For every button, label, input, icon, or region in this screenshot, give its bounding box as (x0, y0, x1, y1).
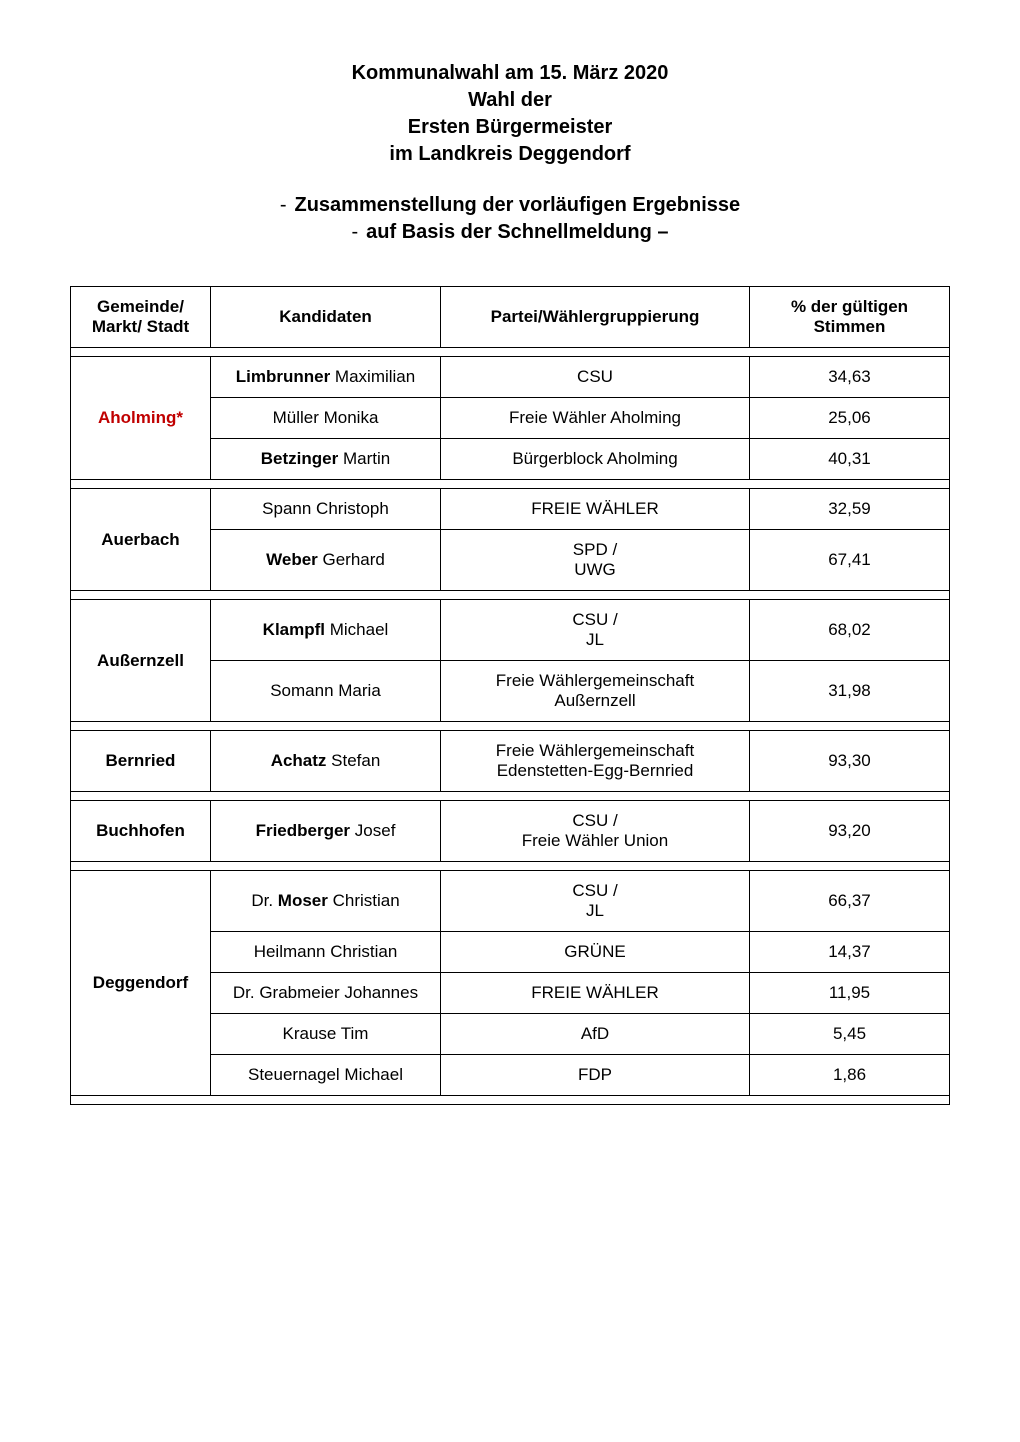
table-row: BernriedAchatz StefanFreie Wählergemeins… (71, 731, 950, 792)
kandidat-cell: Achatz Stefan (211, 731, 441, 792)
partei-cell: FREIE WÄHLER (441, 973, 750, 1014)
stimmen-cell: 11,95 (750, 973, 950, 1014)
partei-cell: Freie WählergemeinschaftEdenstetten-Egg-… (441, 731, 750, 792)
page-title: Kommunalwahl am 15. März 2020 Wahl der E… (70, 60, 950, 168)
separator-row (71, 792, 950, 801)
gemeinde-cell: Aholming* (71, 357, 211, 480)
subtitle-line-2: auf Basis der Schnellmeldung – (366, 221, 668, 243)
separator-row (71, 591, 950, 600)
kandidat-cell: Betzinger Martin (211, 439, 441, 480)
kandidat-cell: Müller Monika (211, 398, 441, 439)
table-header-row: Gemeinde/Markt/ Stadt Kandidaten Partei/… (71, 287, 950, 348)
title-line-2: Wahl der (70, 87, 950, 114)
stimmen-cell: 93,30 (750, 731, 950, 792)
partei-cell: SPD /UWG (441, 530, 750, 591)
stimmen-cell: 14,37 (750, 932, 950, 973)
separator-row (71, 480, 950, 489)
kandidat-cell: Limbrunner Maximilian (211, 357, 441, 398)
header-partei: Partei/Wählergruppierung (441, 287, 750, 348)
partei-cell: CSU (441, 357, 750, 398)
separator-row (71, 348, 950, 357)
stimmen-cell: 66,37 (750, 871, 950, 932)
kandidat-cell: Heilmann Christian (211, 932, 441, 973)
gemeinde-cell: Deggendorf (71, 871, 211, 1096)
stimmen-cell: 1,86 (750, 1055, 950, 1096)
stimmen-cell: 5,45 (750, 1014, 950, 1055)
partei-cell: Bürgerblock Aholming (441, 439, 750, 480)
kandidat-cell: Klampfl Michael (211, 600, 441, 661)
gemeinde-cell: Außernzell (71, 600, 211, 722)
partei-cell: FDP (441, 1055, 750, 1096)
dash-icon: - (352, 221, 359, 243)
kandidat-cell: Dr. Grabmeier Johannes (211, 973, 441, 1014)
title-line-1: Kommunalwahl am 15. März 2020 (70, 60, 950, 87)
kandidat-cell: Dr. Moser Christian (211, 871, 441, 932)
table-row: BuchhofenFriedberger JosefCSU /Freie Wäh… (71, 801, 950, 862)
results-table: Gemeinde/Markt/ Stadt Kandidaten Partei/… (70, 286, 950, 1105)
table-row: AußernzellKlampfl MichaelCSU /JL68,02 (71, 600, 950, 661)
separator-row (71, 722, 950, 731)
stimmen-cell: 32,59 (750, 489, 950, 530)
stimmen-cell: 31,98 (750, 661, 950, 722)
stimmen-cell: 68,02 (750, 600, 950, 661)
table-row: AuerbachSpann ChristophFREIE WÄHLER32,59 (71, 489, 950, 530)
title-line-3: Ersten Bürgermeister (70, 114, 950, 141)
partei-cell: Freie WählergemeinschaftAußernzell (441, 661, 750, 722)
table-body: Aholming*Limbrunner MaximilianCSU34,63Mü… (71, 348, 950, 1105)
gemeinde-cell: Buchhofen (71, 801, 211, 862)
stimmen-cell: 40,31 (750, 439, 950, 480)
header-gemeinde: Gemeinde/Markt/ Stadt (71, 287, 211, 348)
kandidat-cell: Krause Tim (211, 1014, 441, 1055)
header-kandidaten: Kandidaten (211, 287, 441, 348)
gemeinde-cell: Bernried (71, 731, 211, 792)
kandidat-cell: Steuernagel Michael (211, 1055, 441, 1096)
title-line-4: im Landkreis Deggendorf (70, 141, 950, 168)
gemeinde-cell: Auerbach (71, 489, 211, 591)
stimmen-cell: 93,20 (750, 801, 950, 862)
stimmen-cell: 67,41 (750, 530, 950, 591)
partei-cell: CSU /Freie Wähler Union (441, 801, 750, 862)
kandidat-cell: Spann Christoph (211, 489, 441, 530)
page-subtitle: -Zusammenstellung der vorläufigen Ergebn… (70, 192, 950, 246)
separator-row (71, 862, 950, 871)
partei-cell: CSU /JL (441, 600, 750, 661)
partei-cell: FREIE WÄHLER (441, 489, 750, 530)
kandidat-cell: Friedberger Josef (211, 801, 441, 862)
partei-cell: AfD (441, 1014, 750, 1055)
partei-cell: GRÜNE (441, 932, 750, 973)
kandidat-cell: Somann Maria (211, 661, 441, 722)
subtitle-line-1: Zusammenstellung der vorläufigen Ergebni… (295, 194, 741, 216)
dash-icon: - (280, 194, 287, 216)
header-stimmen: % der gültigenStimmen (750, 287, 950, 348)
kandidat-cell: Weber Gerhard (211, 530, 441, 591)
table-row: DeggendorfDr. Moser ChristianCSU /JL66,3… (71, 871, 950, 932)
table-row: Aholming*Limbrunner MaximilianCSU34,63 (71, 357, 950, 398)
stimmen-cell: 34,63 (750, 357, 950, 398)
stimmen-cell: 25,06 (750, 398, 950, 439)
partei-cell: CSU /JL (441, 871, 750, 932)
partei-cell: Freie Wähler Aholming (441, 398, 750, 439)
separator-row (71, 1096, 950, 1105)
